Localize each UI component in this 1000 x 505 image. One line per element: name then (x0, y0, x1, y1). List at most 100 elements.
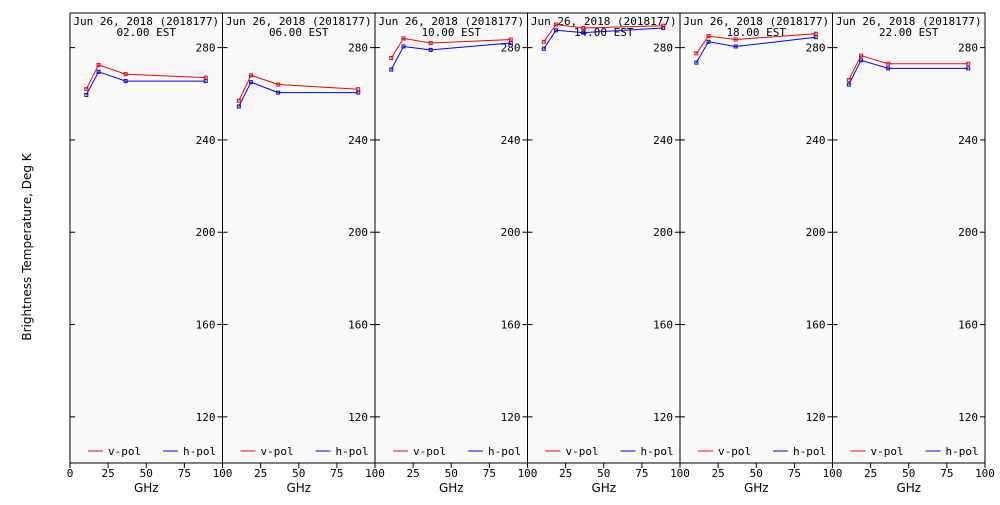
series-line-h-pol (543, 27, 664, 50)
y-tick-label: 120 (653, 411, 673, 424)
x-tick-label: 50 (445, 467, 458, 480)
y-tick-label: 280 (653, 42, 673, 55)
x-tick-label: 50 (292, 467, 305, 480)
y-tick-label: 240 (958, 134, 978, 147)
legend-label: h-pol (488, 445, 521, 458)
y-tick-label: 120 (196, 411, 216, 424)
panel-frame (222, 12, 376, 464)
y-tick-label: 160 (501, 319, 521, 332)
y-tick-label: 280 (501, 42, 521, 55)
y-tick-label: 200 (806, 226, 826, 239)
panel-subtitle: 22.00 EST (879, 26, 939, 39)
panel-title: Jun 26, 2018 (2018177) (226, 15, 372, 28)
panel-subtitle: 02.00 EST (116, 26, 176, 39)
x-tick-label: 25 (864, 467, 877, 480)
y-tick-label: 200 (348, 226, 368, 239)
x-axis-label: GHz (286, 481, 311, 495)
data-point-v-pol (249, 73, 254, 78)
legend-label: v-pol (566, 445, 599, 458)
panel-title: Jun 26, 2018 (2018177) (378, 15, 524, 28)
legend-label: h-pol (793, 445, 826, 458)
data-point-v-pol (733, 37, 738, 42)
x-tick-label: 75 (635, 467, 648, 480)
y-tick-label: 240 (501, 134, 521, 147)
data-point-v-pol (813, 31, 818, 36)
data-point-v-pol (859, 53, 864, 58)
y-tick-label: 280 (958, 42, 978, 55)
data-point-v-pol (236, 98, 241, 103)
data-point-v-pol (966, 61, 971, 66)
data-point-v-pol (846, 77, 851, 82)
x-tick-label: 75 (788, 467, 801, 480)
data-point-v-pol (401, 36, 406, 41)
x-tick-label: 25 (407, 467, 420, 480)
series-line-h-pol (848, 59, 969, 85)
data-point-h-pol (401, 44, 406, 49)
x-tick-label: 100 (365, 467, 385, 480)
y-tick-label: 240 (196, 134, 216, 147)
x-tick-label: 50 (902, 467, 915, 480)
x-tick-label: 50 (750, 467, 763, 480)
y-tick-label: 160 (196, 319, 216, 332)
x-tick-label: 50 (597, 467, 610, 480)
x-tick-label: 100 (670, 467, 690, 480)
data-point-v-pol (123, 72, 128, 77)
legend-label: h-pol (946, 445, 979, 458)
x-axis-label: GHz (134, 481, 159, 495)
series-line-v-pol (85, 64, 206, 90)
series-line-h-pol (238, 81, 359, 107)
y-tick-label: 120 (806, 411, 826, 424)
y-axis-label: Brightness Temperature, Deg K (20, 152, 34, 340)
legend-label: h-pol (641, 445, 674, 458)
series-line-v-pol (238, 74, 359, 101)
x-tick-label: 25 (102, 467, 115, 480)
data-point-h-pol (694, 60, 699, 65)
panel-frame (69, 12, 223, 464)
legend-label: v-pol (413, 445, 446, 458)
y-tick-label: 160 (958, 319, 978, 332)
y-tick-label: 200 (501, 226, 521, 239)
data-point-h-pol (554, 28, 559, 33)
data-point-h-pol (661, 26, 666, 30)
y-tick-label: 240 (653, 134, 673, 147)
x-tick-label: 50 (140, 467, 153, 480)
panel-title: Jun 26, 2018 (2018177) (73, 15, 219, 28)
series-line-h-pol (390, 42, 511, 70)
x-axis-label: GHz (744, 481, 769, 495)
x-tick-label: 100 (518, 467, 538, 480)
data-point-v-pol (84, 87, 89, 92)
y-tick-label: 160 (653, 319, 673, 332)
data-point-h-pol (846, 82, 851, 87)
x-tick-label: 25 (559, 467, 572, 480)
x-axis-label: GHz (439, 481, 464, 495)
panel-title: Jun 26, 2018 (2018177) (531, 15, 677, 28)
data-point-h-pol (84, 92, 89, 97)
panel-subtitle: 10.00 EST (421, 26, 481, 39)
panel-subtitle: 18.00 EST (726, 26, 786, 39)
x-tick-label: 75 (940, 467, 953, 480)
data-point-h-pol (581, 30, 586, 35)
y-tick-label: 240 (348, 134, 368, 147)
y-tick-label: 160 (348, 319, 368, 332)
series-line-v-pol (543, 23, 664, 43)
data-point-h-pol (428, 47, 433, 52)
x-tick-label: 75 (483, 467, 496, 480)
data-point-v-pol (886, 61, 891, 66)
legend-label: h-pol (336, 445, 369, 458)
panel-frame (374, 12, 528, 464)
y-tick-label: 280 (196, 42, 216, 55)
y-tick-label: 120 (348, 411, 368, 424)
x-axis-label: GHz (591, 481, 616, 495)
panel-subtitle: 14.00 EST (574, 26, 634, 39)
legend-label: h-pol (183, 445, 216, 458)
panel-title: Jun 26, 2018 (2018177) (836, 15, 982, 28)
x-axis-label: GHz (896, 481, 921, 495)
legend-label: v-pol (718, 445, 751, 458)
data-point-h-pol (706, 39, 711, 44)
data-point-h-pol (389, 67, 394, 72)
data-point-v-pol (694, 51, 699, 56)
data-point-v-pol (428, 41, 433, 45)
data-point-h-pol (123, 79, 128, 84)
data-point-v-pol (554, 22, 559, 27)
